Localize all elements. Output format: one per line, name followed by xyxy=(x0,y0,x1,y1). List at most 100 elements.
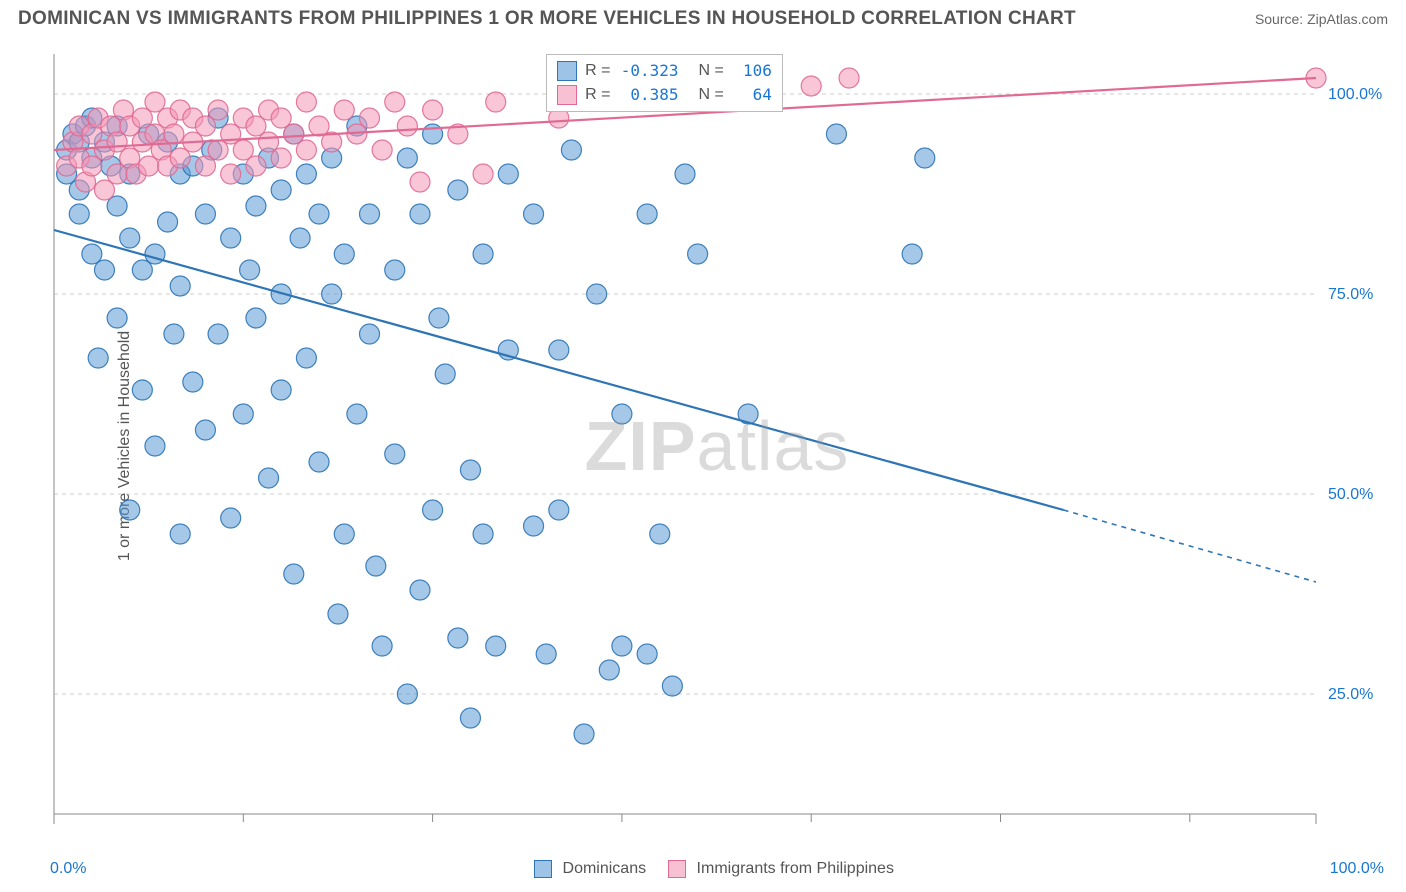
data-point xyxy=(132,380,152,400)
data-point xyxy=(183,372,203,392)
legend-series-label: Dominicans xyxy=(558,860,646,877)
data-point xyxy=(688,244,708,264)
legend-r-label: R = xyxy=(585,59,610,83)
data-point xyxy=(410,204,430,224)
data-point xyxy=(88,348,108,368)
data-point xyxy=(587,284,607,304)
data-point xyxy=(195,156,215,176)
data-point xyxy=(170,276,190,296)
data-point xyxy=(536,644,556,664)
legend-r-value: 0.385 xyxy=(619,83,679,107)
data-point xyxy=(549,500,569,520)
data-point xyxy=(549,340,569,360)
data-point xyxy=(240,260,260,280)
data-point xyxy=(208,100,228,120)
data-point xyxy=(915,148,935,168)
data-point xyxy=(195,204,215,224)
data-point xyxy=(296,164,316,184)
legend-r-value: -0.323 xyxy=(619,59,679,83)
data-point xyxy=(360,204,380,224)
data-point xyxy=(561,140,581,160)
data-point xyxy=(107,308,127,328)
data-point xyxy=(385,260,405,280)
data-point xyxy=(334,100,354,120)
data-point xyxy=(309,204,329,224)
data-point xyxy=(195,420,215,440)
data-point xyxy=(397,116,417,136)
data-point xyxy=(334,524,354,544)
data-point xyxy=(360,108,380,128)
data-point xyxy=(826,124,846,144)
data-point xyxy=(82,156,102,176)
data-point xyxy=(410,172,430,192)
data-point xyxy=(498,164,518,184)
data-point xyxy=(259,468,279,488)
chart-area: 25.0%50.0%75.0%100.0% ZIPatlas R =-0.323… xyxy=(48,48,1386,844)
data-point xyxy=(637,644,657,664)
data-point xyxy=(460,460,480,480)
x-axis-max-label: 100.0% xyxy=(1330,860,1384,878)
legend-n-value: 106 xyxy=(732,59,772,83)
series-legend: Dominicans Immigrants from Philippines xyxy=(0,860,1406,878)
data-point xyxy=(296,92,316,112)
data-point xyxy=(486,92,506,112)
data-point xyxy=(271,148,291,168)
data-point xyxy=(246,156,266,176)
data-point xyxy=(435,364,455,384)
data-point xyxy=(801,76,821,96)
data-point xyxy=(233,404,253,424)
svg-text:75.0%: 75.0% xyxy=(1328,286,1373,303)
data-point xyxy=(246,196,266,216)
data-point xyxy=(284,124,304,144)
legend-swatch xyxy=(668,860,686,878)
legend-swatch xyxy=(534,860,552,878)
data-point xyxy=(69,204,89,224)
svg-text:100.0%: 100.0% xyxy=(1328,86,1382,103)
legend-n-label: N = xyxy=(699,59,724,83)
data-point xyxy=(246,116,266,136)
data-point xyxy=(284,564,304,584)
correlation-legend: R =-0.323N =106R =0.385N =64 xyxy=(546,54,783,112)
data-point xyxy=(385,92,405,112)
data-point xyxy=(360,324,380,344)
data-point xyxy=(473,164,493,184)
data-point xyxy=(139,156,159,176)
legend-row: R =0.385N =64 xyxy=(557,83,772,107)
data-point xyxy=(486,636,506,656)
data-point xyxy=(599,660,619,680)
data-point xyxy=(271,108,291,128)
data-point xyxy=(107,132,127,152)
data-point xyxy=(637,204,657,224)
data-point xyxy=(309,452,329,472)
data-point xyxy=(650,524,670,544)
data-point xyxy=(524,204,544,224)
data-point xyxy=(259,132,279,152)
data-point xyxy=(132,108,152,128)
data-point xyxy=(662,676,682,696)
data-point xyxy=(120,500,140,520)
data-point xyxy=(107,196,127,216)
data-point xyxy=(448,628,468,648)
data-point xyxy=(158,212,178,232)
legend-n-value: 64 xyxy=(732,83,772,107)
data-point xyxy=(296,348,316,368)
data-point xyxy=(612,404,632,424)
data-point xyxy=(334,244,354,264)
data-point xyxy=(372,140,392,160)
chart-title: DOMINICAN VS IMMIGRANTS FROM PHILIPPINES… xyxy=(18,8,1076,30)
data-point xyxy=(902,244,922,264)
data-point xyxy=(145,92,165,112)
data-point xyxy=(410,580,430,600)
data-point xyxy=(221,508,241,528)
data-point xyxy=(82,244,102,264)
data-point xyxy=(448,180,468,200)
trend-line xyxy=(54,230,1064,510)
data-point xyxy=(233,140,253,160)
data-point xyxy=(612,636,632,656)
legend-n-label: N = xyxy=(699,83,724,107)
data-point xyxy=(429,308,449,328)
data-point xyxy=(94,180,114,200)
data-point xyxy=(164,324,184,344)
data-point xyxy=(271,380,291,400)
data-point xyxy=(132,260,152,280)
